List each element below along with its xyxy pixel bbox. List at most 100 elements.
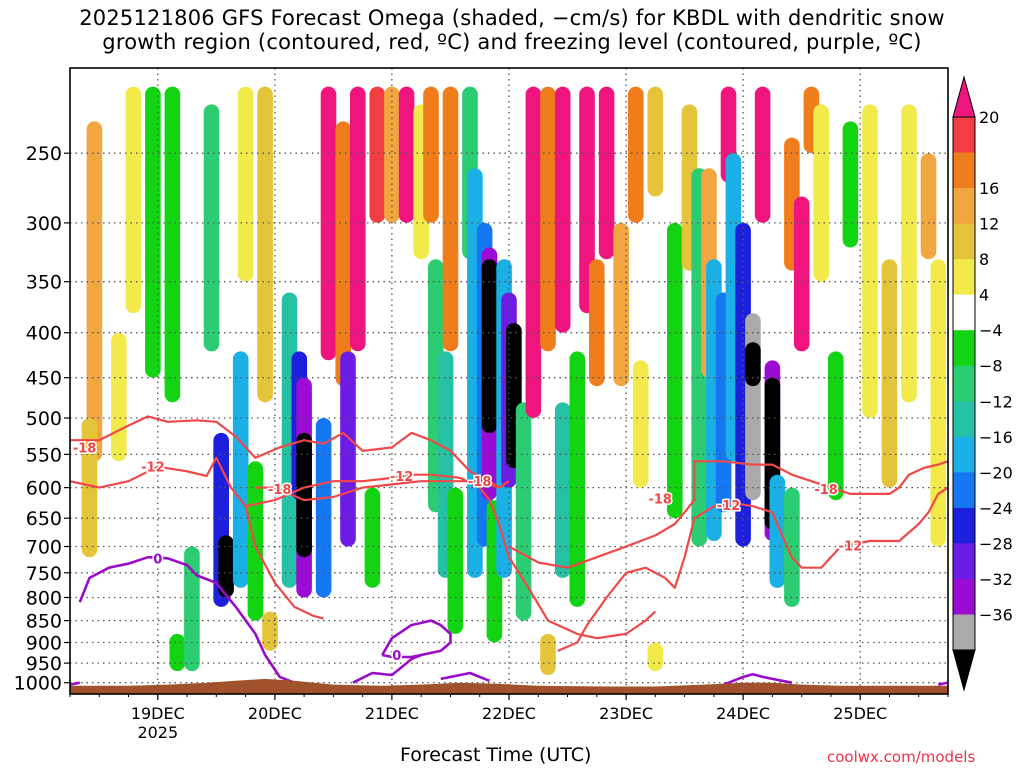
y-tick-label: 750 (26, 563, 62, 585)
colorbar-band (953, 188, 975, 225)
colorbar-band (953, 117, 975, 153)
omega-cell (125, 86, 142, 314)
x-tick-label: 19DEC (131, 704, 185, 723)
omega-cell (613, 222, 629, 387)
omega-cell (793, 196, 810, 352)
colorbar-label: −12 (979, 392, 1013, 411)
colorbar-band (953, 259, 975, 296)
omega-cell (145, 86, 161, 378)
omega-cell (769, 474, 786, 588)
y-tick-label: 250 (26, 143, 62, 165)
colorbar-band (953, 614, 975, 651)
chart-title: 2025121806 GFS Forecast Omega (shaded, −… (79, 6, 945, 30)
omega-shading (81, 86, 946, 675)
y-tick-label: 500 (26, 408, 62, 430)
y-tick-label: 600 (26, 478, 62, 500)
omega-cell (920, 153, 937, 260)
colorbar-label: 12 (979, 215, 999, 234)
omega-cell (218, 535, 234, 598)
omega-cell (296, 432, 312, 558)
omega-cell (398, 86, 415, 223)
y-tick-label: 700 (26, 537, 62, 559)
colorbar-band (953, 436, 975, 473)
omega-cell (169, 633, 186, 672)
omega-cell (540, 86, 556, 352)
omega-cell (364, 487, 381, 588)
dgz-contour (245, 473, 657, 640)
omega-cell (384, 86, 400, 223)
dgz-contour (70, 415, 510, 489)
omega-cell (184, 546, 200, 672)
colorbar-band (953, 152, 975, 189)
dgz-contour (70, 456, 324, 620)
omega-cell (647, 642, 664, 672)
colorbar-band (953, 507, 975, 544)
y-tick-label: 950 (26, 653, 62, 675)
colorbar-band (953, 472, 975, 509)
x-tick-label: 24DEC (716, 704, 770, 723)
freezing-level-contour (723, 672, 793, 686)
terrain (70, 678, 948, 694)
omega-cell (481, 259, 498, 433)
y-tick-label: 350 (26, 272, 62, 294)
freezing-level-contour (352, 653, 422, 684)
colorbar-band (953, 330, 975, 367)
omega-cell (262, 611, 278, 651)
colorbar-band (953, 294, 975, 331)
y-axis: 2503003504004505005506006507007508008509… (14, 143, 70, 695)
omega-cell (632, 360, 649, 488)
dgz-contour-label: -18 (468, 475, 492, 490)
omega-cell (203, 104, 220, 352)
omega-cell (881, 259, 898, 488)
omega-cell (828, 351, 844, 501)
omega-cell (598, 86, 615, 260)
colorbar-label: −16 (979, 428, 1013, 447)
freezing-level-contour (937, 681, 948, 686)
dgz-contour-label: -12 (717, 499, 741, 514)
omega-cell (315, 418, 332, 598)
omega-cell (930, 259, 946, 547)
x-tick-label: 22DEC (482, 704, 536, 723)
omega-cell (86, 121, 103, 462)
dgz-contour (557, 486, 948, 652)
colorbar-band (953, 578, 975, 615)
freezing-level-contour (440, 671, 490, 683)
omega-cell (540, 633, 556, 675)
y-tick-label: 300 (26, 213, 62, 235)
x-tick-label: 20DEC (248, 704, 302, 723)
x-tick-label: 21DEC (365, 704, 419, 723)
colorbar-band (953, 365, 975, 402)
y-tick-label: 400 (26, 323, 62, 345)
colorbar-label: 8 (979, 250, 989, 269)
colorbar-label: −24 (979, 499, 1013, 518)
freezing-level-contour (70, 681, 81, 686)
omega-cell (423, 86, 439, 223)
omega-cell (589, 259, 605, 387)
y-tick-label: 800 (26, 588, 62, 610)
omega-cell (442, 86, 459, 352)
dgz-contour-label: -12 (141, 461, 165, 476)
colorbar-bottom-arrow (952, 649, 976, 692)
colorbar-label: 16 (979, 179, 999, 198)
colorbar-label: −20 (979, 463, 1013, 482)
omega-cell (447, 487, 464, 634)
x-axis-title: Forecast Time (UTC) (400, 744, 592, 766)
omega-cell (340, 351, 356, 547)
y-tick-label: 1000 (14, 673, 62, 695)
dgz-contour-label: -18 (648, 492, 672, 507)
omega-cell (232, 351, 249, 588)
omega-cell (784, 487, 800, 607)
colorbar-band (953, 543, 975, 580)
grid-lines (70, 68, 948, 694)
omega-cell (247, 461, 264, 621)
dgz-contour-label: -12 (839, 539, 863, 554)
omega-cell (350, 86, 366, 352)
x-tick-label: 25DEC (833, 704, 887, 723)
y-tick-label: 650 (26, 508, 62, 530)
colorbar-band (953, 401, 975, 438)
dgz-contour (508, 460, 948, 569)
x-tick-sublabel: 2025 (137, 723, 178, 742)
y-tick-label: 550 (26, 444, 62, 466)
